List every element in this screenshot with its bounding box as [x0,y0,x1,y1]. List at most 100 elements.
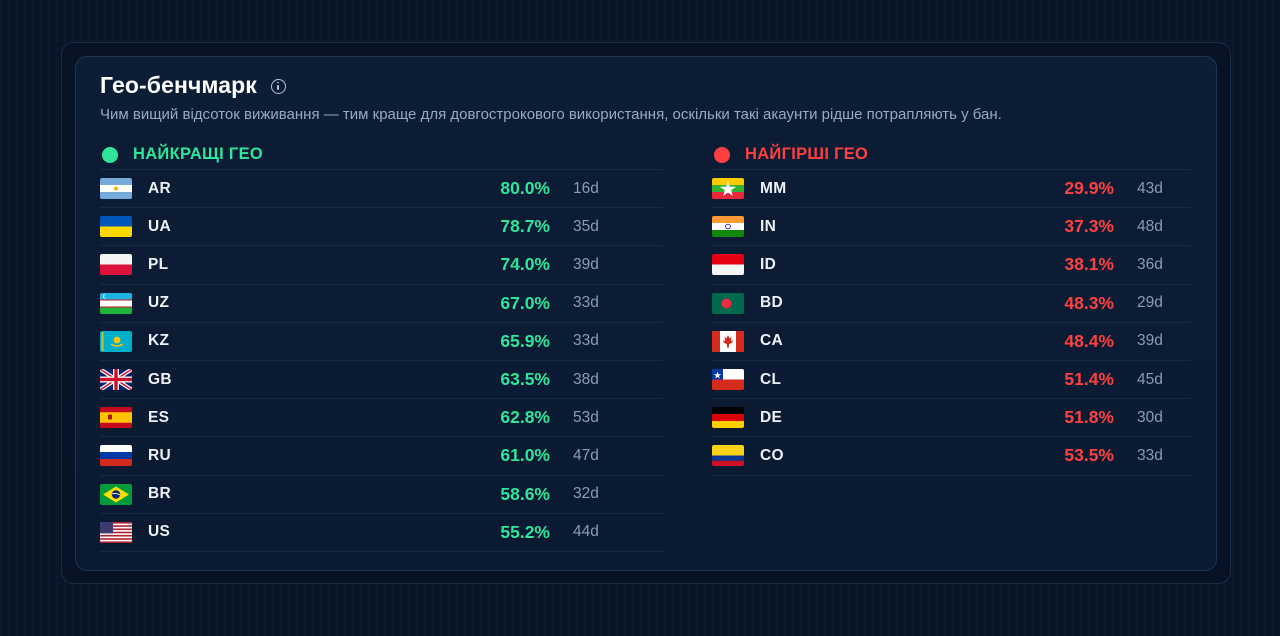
lifetime-days: 45d [1137,370,1163,388]
geo-code: US [148,523,171,541]
survival-rate: 29.9% [1064,178,1114,199]
myanmar-flag-icon [712,178,744,200]
geo-row-es: ES 62.8% 53d [100,399,663,438]
card-header: Гео-бенчмарк [100,70,286,100]
survival-rate: 61.0% [500,445,550,466]
lifetime-days: 16d [573,179,599,197]
geo-row-bd: BD 48.3% 29d [712,285,1191,323]
worst-geo-title: НАЙГІРШІ ГЕО [745,145,869,163]
survival-rate: 51.4% [1064,369,1114,390]
lifetime-days: 47d [573,446,599,464]
lifetime-days: 33d [1137,446,1163,464]
survival-rate: 51.8% [1064,407,1114,428]
uzbekistan-flag-icon [100,292,132,314]
spain-flag-icon [100,407,132,429]
colombia-flag-icon [712,445,744,467]
geo-row-cl: CL 51.4% 45d [712,361,1191,400]
geo-row-ca: CA 48.4% 39d [712,323,1191,361]
geo-code: CO [760,446,784,464]
bangladesh-flag-icon [712,292,744,314]
geo-benchmark-card [75,56,1217,571]
geo-row-mm: MM 29.9% 43d [712,170,1191,209]
best-geo-heading: НАЙКРАЩІ ГЕО [100,140,663,170]
geo-row-id: ID 38.1% 36d [712,246,1191,285]
geo-row-uz: UZ 67.0% 33d [100,285,663,323]
lifetime-days: 43d [1137,179,1163,197]
best-geo-title: НАЙКРАЩІ ГЕО [133,145,264,163]
geo-row-us: US 55.2% 44d [100,514,663,552]
lifetime-days: 44d [573,523,599,541]
green-dot-icon [102,146,118,163]
geo-code: ID [760,255,777,273]
kazakhstan-flag-icon [100,330,132,352]
lifetime-days: 38d [573,370,599,388]
geo-code: UZ [148,294,170,312]
brazil-flag-icon [100,483,132,505]
survival-rate: 48.3% [1064,292,1114,313]
survival-rate: 67.0% [500,292,550,313]
geo-code: BD [760,294,783,312]
page-title: Гео-бенчмарк [100,71,257,98]
geo-code: KZ [148,332,170,350]
lifetime-days: 33d [573,294,599,312]
best-geo-list: AR 80.0% 16d UA 78.7% 35d PL 74.0% 39d UZ 67.0% 33d… [100,170,663,552]
geo-code: RU [148,446,171,464]
survival-rate: 63.5% [500,369,550,390]
page-subtitle: Чим вищий відсоток виживання — тим краще… [100,106,1002,123]
geo-row-ua: UA 78.7% 35d [100,208,663,247]
lifetime-days: 32d [573,485,599,503]
geo-row-co: CO 53.5% 33d [712,437,1191,476]
best-geo-column: НАЙКРАЩІ ГЕО AR 80.0% 16d UA 78.7% 35d PL 74.0%… [100,140,663,552]
lifetime-days: 48d [1137,217,1163,235]
argentina-flag-icon [100,178,132,200]
lifetime-days: 53d [573,408,599,426]
geo-code: UA [148,217,171,235]
red-dot-icon [714,146,730,163]
geo-row-kz: KZ 65.9% 33d [100,323,663,361]
lifetime-days: 30d [1137,408,1163,426]
geo-code: DE [760,408,783,426]
survival-rate: 74.0% [500,254,550,275]
survival-rate: 80.0% [500,178,550,199]
ukraine-flag-icon [100,216,132,238]
geo-row-pl: PL 74.0% 39d [100,246,663,285]
survival-rate: 62.8% [500,407,550,428]
geo-code: BR [148,485,171,503]
geo-code: PL [148,255,169,273]
chile-flag-icon [712,369,744,391]
survival-rate: 37.3% [1064,216,1114,237]
survival-rate: 55.2% [500,521,550,542]
lifetime-days: 29d [1137,294,1163,312]
geo-code: ES [148,408,170,426]
geo-row-in: IN 37.3% 48d [712,208,1191,247]
survival-rate: 48.4% [1064,330,1114,351]
lifetime-days: 39d [573,255,599,273]
worst-geo-list: MM 29.9% 43d IN 37.3% 48d ID 38.1% 36d BD 48.3% 29d… [712,170,1191,476]
info-icon[interactable] [270,78,286,94]
survival-rate: 65.9% [500,330,550,351]
worst-geo-heading: НАЙГІРШІ ГЕО [712,140,1191,170]
geo-code: CL [760,370,782,388]
lifetime-days: 39d [1137,332,1163,350]
survival-rate: 53.5% [1064,445,1114,466]
india-flag-icon [712,216,744,238]
geo-code: CA [760,332,783,350]
worst-geo-column: НАЙГІРШІ ГЕО MM 29.9% 43d IN 37.3% 48d ID 38.1%… [712,140,1191,476]
uk-flag-icon [100,369,132,391]
geo-row-ar: AR 80.0% 16d [100,170,663,209]
geo-code: AR [148,179,171,197]
lifetime-days: 33d [573,332,599,350]
survival-rate: 78.7% [500,216,550,237]
geo-code: IN [760,217,777,235]
geo-row-br: BR 58.6% 32d [100,476,663,514]
indonesia-flag-icon [712,254,744,276]
usa-flag-icon [100,521,132,543]
lifetime-days: 35d [573,217,599,235]
geo-row-ru: RU 61.0% 47d [100,437,663,476]
geo-code: MM [760,179,787,197]
geo-row-gb: GB 63.5% 38d [100,361,663,400]
russia-flag-icon [100,445,132,467]
survival-rate: 58.6% [500,483,550,504]
geo-code: GB [148,370,172,388]
canada-flag-icon [712,330,744,352]
